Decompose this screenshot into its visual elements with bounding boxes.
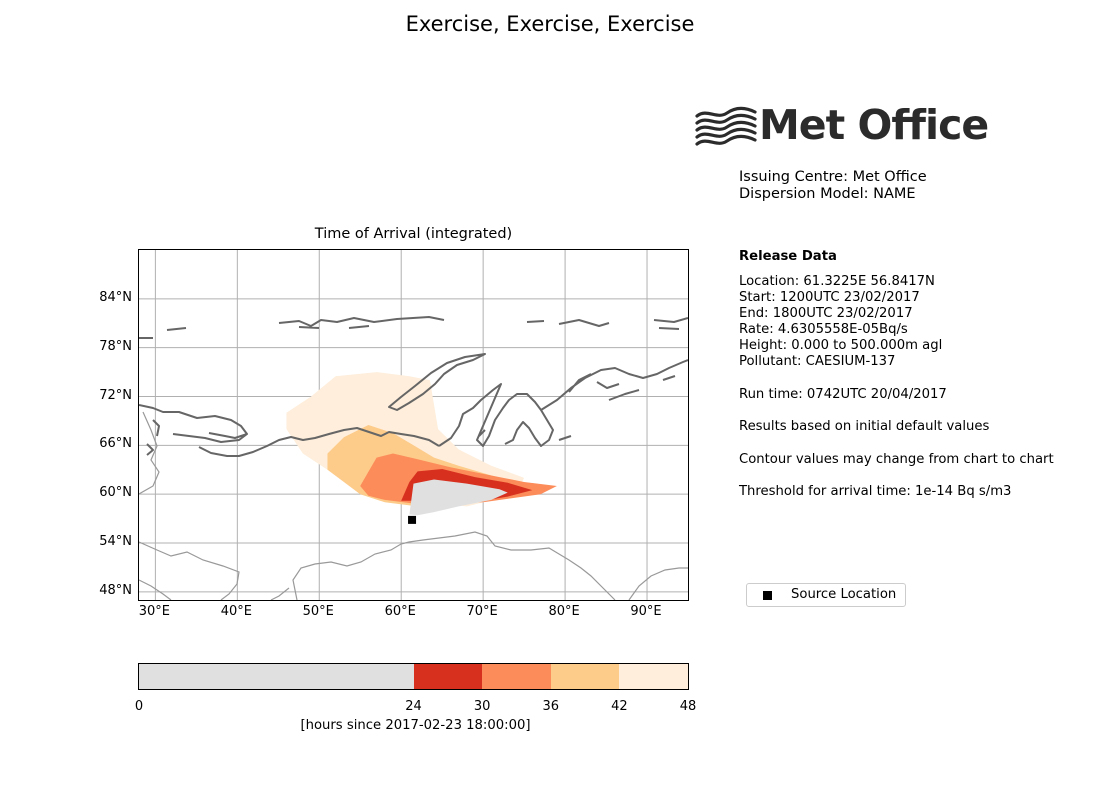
arrival-zone-0-24 <box>409 479 508 516</box>
x-tick-label: 40°E <box>220 604 252 619</box>
x-tick-label: 80°E <box>548 604 580 619</box>
x-tick-label: 90°E <box>630 604 662 619</box>
colorbar-label: [hours since 2017-02-23 18:00:00] <box>300 718 531 733</box>
colorbar-tick-label: 36 <box>542 699 560 714</box>
y-tick-label: 66°N <box>99 436 132 452</box>
release-pollutant: Pollutant: CAESIUM-137 <box>739 354 896 369</box>
colorbar-bin-24-30 <box>413 664 483 689</box>
country-borders <box>139 411 688 600</box>
colorbar-bin-0-24 <box>139 664 414 689</box>
release-location: Location: 61.3225E 56.8417N <box>739 274 935 289</box>
release-height: Height: 0.000 to 500.000m agl <box>739 338 943 353</box>
coast-svalbard-fragment <box>139 327 187 339</box>
x-tick-label: 70°E <box>466 604 498 619</box>
run-time: Run time: 0742UTC 20/04/2017 <box>739 387 947 402</box>
release-data-heading: Release Data <box>739 249 837 264</box>
colorbar <box>138 663 689 690</box>
colorbar-tick-label: 24 <box>405 699 422 714</box>
release-rate: Rate: 4.6305558E-05Bq/s <box>739 322 908 337</box>
met-office-logo: Met Office <box>695 101 989 150</box>
coast-novaya-zemlya <box>388 353 486 411</box>
border-kazakhstan-russia <box>292 531 616 600</box>
figure-title: Exercise, Exercise, Exercise <box>405 12 695 36</box>
arrival-map-svg <box>139 250 688 600</box>
coast-taymyr-east <box>478 359 688 441</box>
y-tick-label: 84°N <box>99 289 132 305</box>
coast-yamal-peninsula <box>438 383 554 447</box>
source-location-marker <box>408 515 417 524</box>
x-tick-label: 50°E <box>302 604 334 619</box>
colorbar-tick-label: 48 <box>679 699 697 714</box>
border-mongolia-china <box>270 567 688 600</box>
map-title: Time of Arrival (integrated) <box>314 226 513 242</box>
x-tick-label: 30°E <box>138 604 170 619</box>
coast-severnaya-zemlya <box>526 317 688 330</box>
y-tick-label: 48°N <box>99 582 132 598</box>
dispersion-model: Dispersion Model: NAME <box>739 186 916 202</box>
arrival-zones <box>286 372 557 516</box>
arrival-map <box>138 249 689 601</box>
default-values-note: Results based on initial default values <box>739 419 990 434</box>
y-tick-label: 78°N <box>99 338 132 354</box>
y-tick-label: 72°N <box>99 387 132 403</box>
release-start: Start: 1200UTC 23/02/2017 <box>739 290 920 305</box>
border-western <box>139 411 240 600</box>
release-end: End: 1800UTC 23/02/2017 <box>739 306 913 321</box>
legend-label: Source Location <box>791 587 897 602</box>
coast-franz-josef-land <box>278 316 445 329</box>
map-legend: Source Location <box>746 583 906 607</box>
coast-lake-onega-ladoga <box>146 419 160 456</box>
colorbar-bin-36-42 <box>550 664 620 689</box>
y-tick-label: 60°N <box>99 485 132 501</box>
logo-text: Met Office <box>759 101 989 149</box>
coast-kola-north-russia <box>139 404 440 457</box>
x-tick-label: 60°E <box>384 604 416 619</box>
source-marker-icon <box>763 591 772 600</box>
colorbar-bin-30-36 <box>482 664 551 689</box>
issuing-centre: Issuing Centre: Met Office <box>739 169 927 185</box>
contour-values-note: Contour values may change from chart to … <box>739 452 1054 467</box>
arrival-threshold: Threshold for arrival time: 1e-14 Bq s/m… <box>739 484 1012 499</box>
coastlines <box>139 316 688 457</box>
colorbar-tick-label: 30 <box>473 699 491 714</box>
y-tick-label: 54°N <box>99 534 132 550</box>
colorbar-tick-label: 0 <box>134 699 144 714</box>
source-location <box>408 515 417 524</box>
colorbar-bin-42-48 <box>619 664 688 689</box>
met-office-wave-logo-icon <box>695 106 757 146</box>
colorbar-tick-label: 42 <box>611 699 628 714</box>
